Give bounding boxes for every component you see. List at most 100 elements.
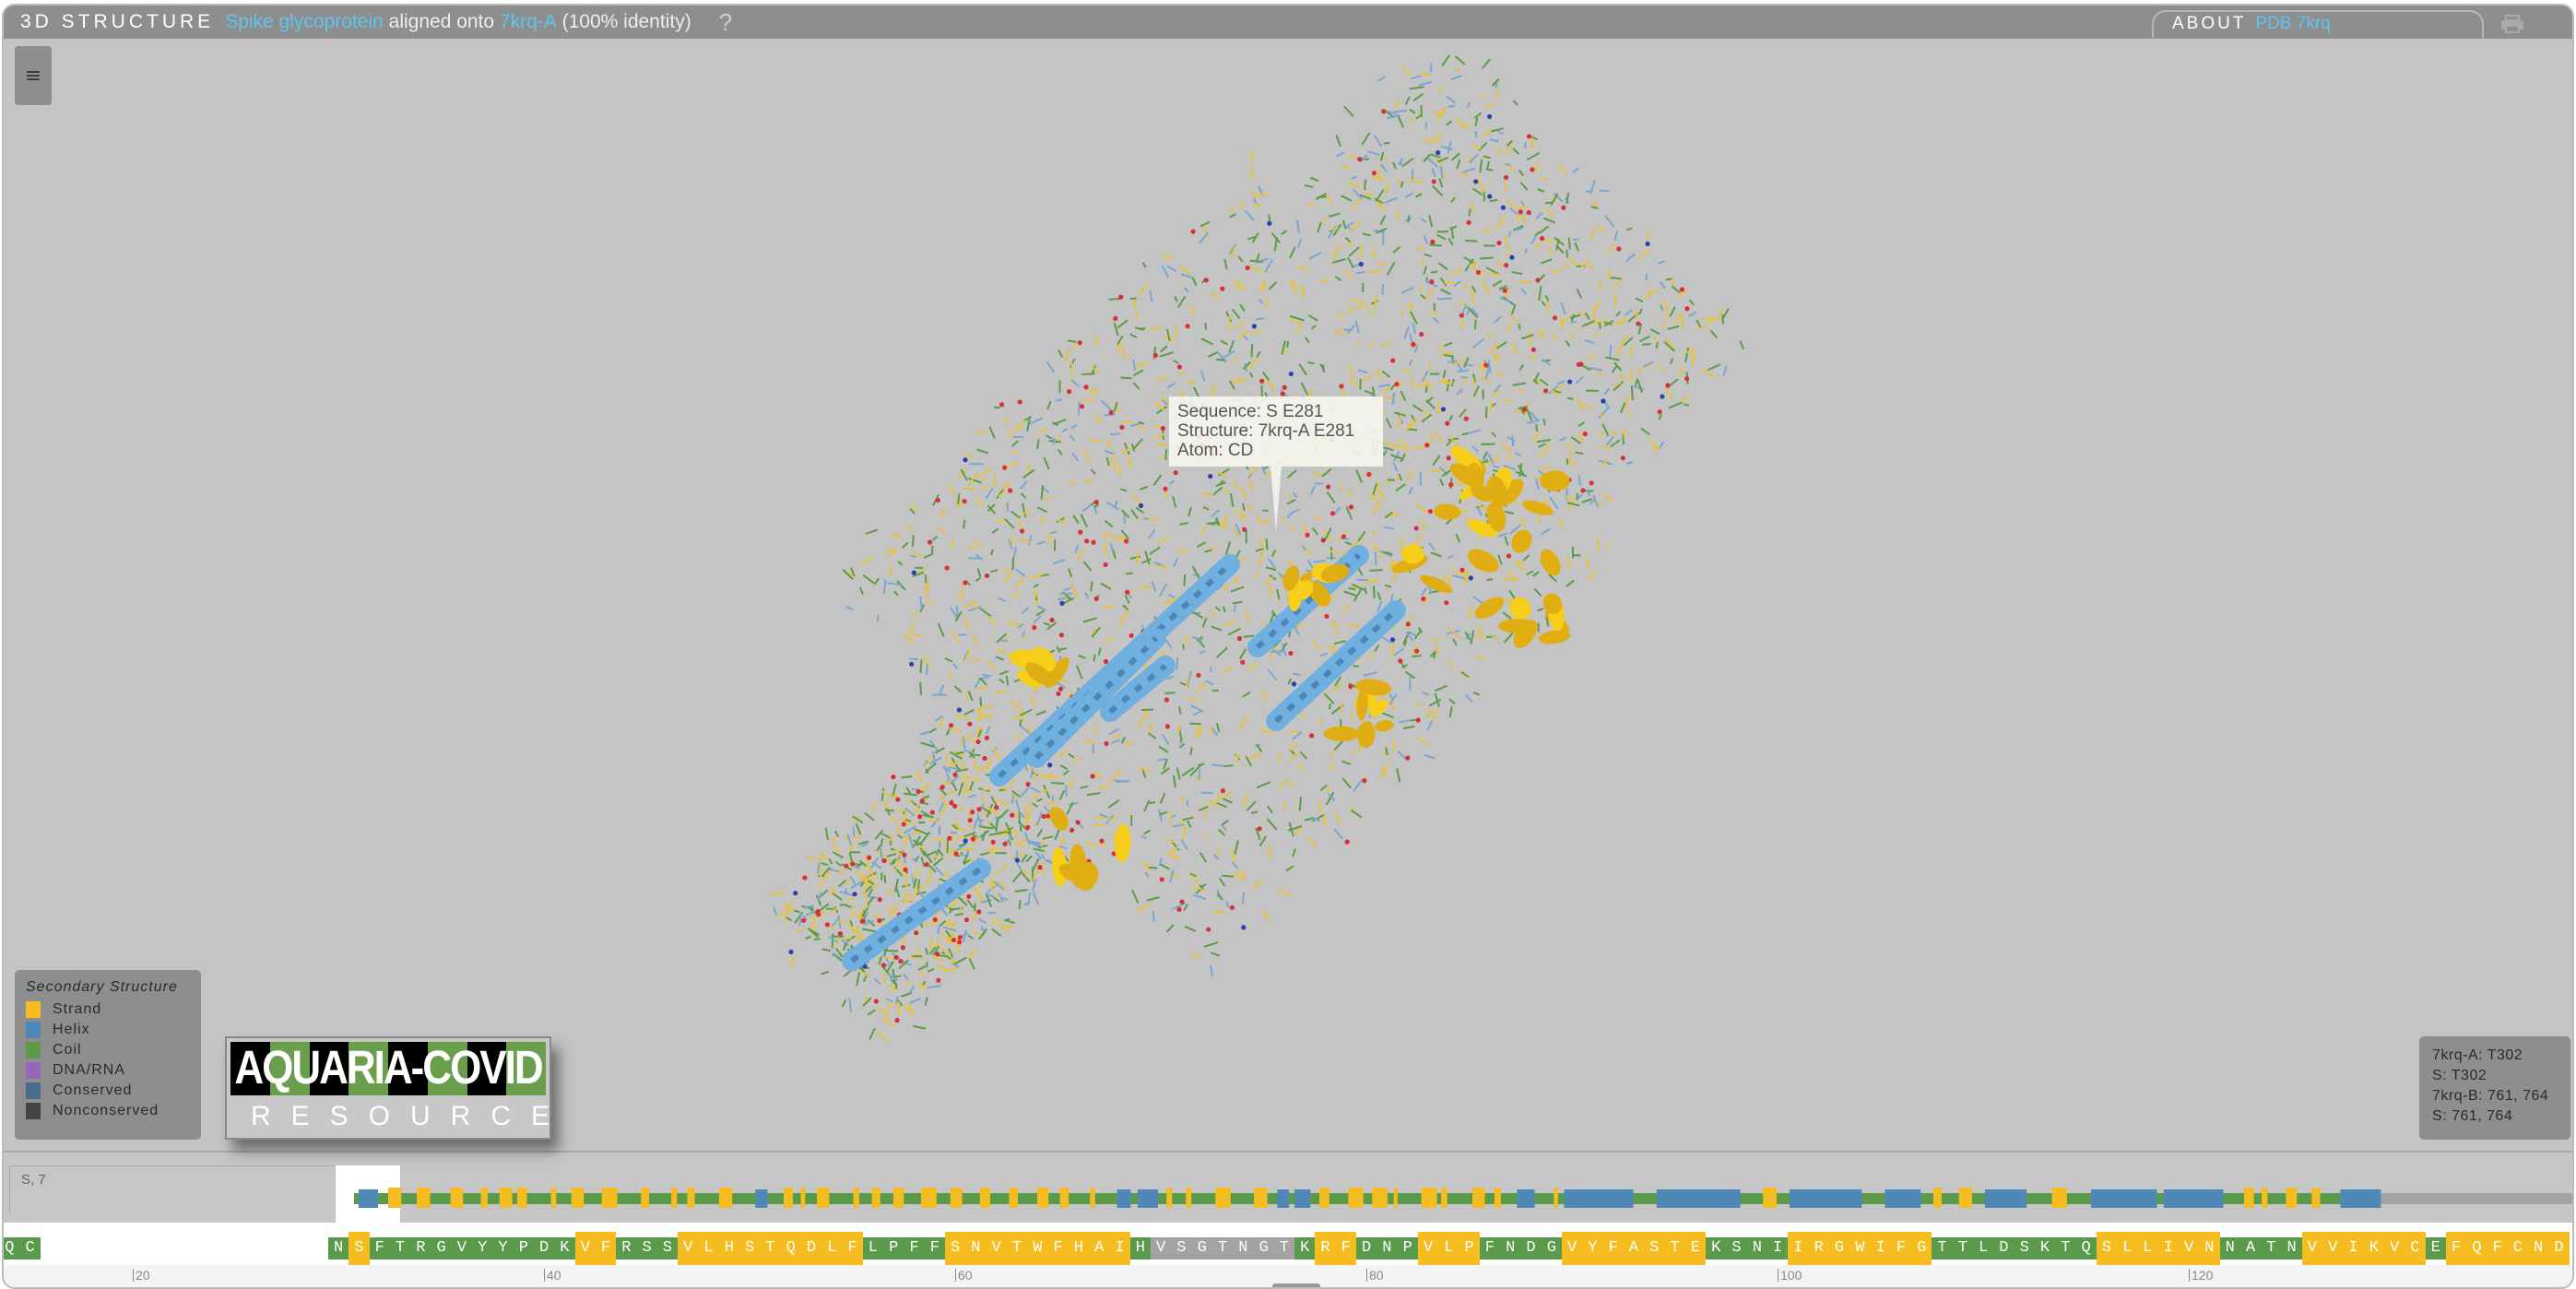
sequence-segment-coil[interactable]: K — [1294, 1237, 1316, 1259]
bond — [1017, 420, 1026, 431]
bond — [1018, 899, 1022, 910]
sequence-segment-coil[interactable]: LPFF — [862, 1237, 945, 1259]
bond — [1187, 670, 1192, 685]
sequence-segment-strand[interactable]: VLP — [1417, 1232, 1480, 1265]
track-tab[interactable]: S, 7 — [9, 1165, 400, 1213]
bond — [1567, 257, 1579, 266]
sequence-segment-coil[interactable]: H — [1129, 1237, 1151, 1259]
atom — [1059, 600, 1065, 606]
bond — [1244, 209, 1255, 221]
bond — [1233, 358, 1237, 364]
bond — [1290, 508, 1301, 514]
print-icon[interactable] — [2500, 15, 2524, 33]
menu-button[interactable]: ≡ — [15, 46, 52, 105]
bond — [1241, 892, 1245, 905]
sequence-segment-coil[interactable]: E — [2425, 1237, 2446, 1259]
structure-link[interactable]: 7krq-A — [499, 11, 557, 32]
sequence-segment-strand[interactable]: VF — [574, 1232, 617, 1265]
help-icon[interactable]: ? — [718, 7, 733, 36]
bond — [1016, 734, 1020, 740]
horizontal-scrollbar[interactable] — [1272, 1283, 1320, 1287]
sequence-segment-coil[interactable]: TTLDSKTQ — [1932, 1237, 2097, 1259]
bond — [1423, 153, 1431, 163]
bond — [1678, 366, 1684, 377]
sequence-segment-strand[interactable]: VLHSTQDLF — [678, 1232, 863, 1265]
sequence-segment-strand[interactable]: RF — [1315, 1232, 1356, 1265]
bond — [1329, 550, 1340, 553]
bond — [1017, 843, 1026, 848]
bond — [1411, 75, 1422, 80]
bond — [869, 857, 880, 869]
sequence-row[interactable]: QC NSFTRGVYYPDKVFRSSVLHSTQDLFLPFFSNVTWFHA… — [4, 1232, 2572, 1265]
atom — [1002, 841, 1008, 846]
bond — [1344, 236, 1353, 244]
secondary-structure-track[interactable] — [4, 1186, 2572, 1210]
bond — [1521, 212, 1526, 224]
bond — [1015, 575, 1024, 588]
bond — [1036, 427, 1048, 433]
bond — [1508, 589, 1517, 601]
bond — [1184, 287, 1189, 293]
bond — [1176, 549, 1188, 553]
bond — [990, 569, 998, 574]
bond — [1239, 199, 1245, 210]
sequence-segment-strand[interactable]: VYFASTE — [1562, 1232, 1707, 1265]
atom — [1067, 389, 1072, 395]
atom — [1459, 567, 1465, 573]
sequence-segment-coil[interactable]: KSNI — [1706, 1237, 1789, 1259]
bond — [998, 678, 1005, 684]
atom — [881, 857, 887, 864]
bond — [1397, 414, 1403, 430]
sequence-segment-coil[interactable]: FTRGVYYPDK — [369, 1237, 575, 1259]
bond — [1240, 870, 1247, 881]
bond — [890, 858, 896, 866]
sequence-segment-strand[interactable]: VVIKVC — [2301, 1232, 2426, 1265]
sequence-segment-strand[interactable]: FQFCND — [2445, 1232, 2570, 1265]
strand-arrow — [1486, 501, 1507, 533]
sequence-segment-coil[interactable]: NATN — [2219, 1237, 2302, 1259]
sequence-segment-strand[interactable]: SNVTWFHAI — [945, 1232, 1130, 1265]
bond — [1633, 384, 1645, 391]
bond — [977, 931, 986, 940]
sequence-segment-strand[interactable]: S — [349, 1232, 370, 1265]
protein-link[interactable]: Spike glycoprotein — [225, 11, 384, 32]
bond — [1267, 668, 1278, 681]
bond — [910, 554, 916, 559]
bond — [1489, 138, 1499, 143]
sequence-segment-coil[interactable]: QC — [4, 1237, 41, 1259]
sequence-segment-strand[interactable]: SLLIVN — [2096, 1232, 2220, 1265]
bond — [868, 880, 875, 886]
sequence-segment-gray[interactable]: VSGTNGT — [1151, 1237, 1295, 1259]
sequence-segment-coil[interactable]: DNP — [1356, 1237, 1418, 1259]
bond — [1131, 889, 1140, 904]
bond — [1518, 323, 1521, 330]
strand-arrow — [1467, 549, 1499, 573]
bond — [1135, 551, 1140, 565]
molecule-3d-viewer[interactable] — [4, 39, 2572, 1150]
bond — [1080, 785, 1089, 789]
bond — [1409, 676, 1412, 691]
aquaria-covid-logo[interactable]: AQUARIA-COVID RESOURCE — [225, 1036, 551, 1140]
strand-arrow — [1538, 630, 1571, 644]
bond — [1118, 466, 1121, 477]
bond — [1261, 621, 1268, 627]
bond — [1229, 213, 1236, 219]
sequence-segment-coil[interactable]: RSS — [616, 1237, 679, 1259]
bond — [1510, 342, 1518, 356]
sequence-segment-strand[interactable]: IRGWIFG — [1788, 1232, 1932, 1265]
bond — [985, 893, 993, 908]
sequence-viewer[interactable]: QC NSFTRGVYYPDKVFRSSVLHSTQDLFLPFFSNVTWFHA… — [4, 1223, 2572, 1287]
atom — [1487, 194, 1493, 199]
bond — [947, 899, 959, 909]
sequence-segment-coil[interactable]: FNDG — [1479, 1237, 1562, 1259]
strand-arrow — [1323, 726, 1360, 742]
atom — [1390, 358, 1396, 363]
bond — [988, 847, 1002, 851]
bond — [976, 812, 983, 827]
sequence-segment-coil[interactable]: N — [328, 1237, 349, 1259]
bond — [867, 919, 876, 927]
atom — [1078, 529, 1083, 535]
bond — [1592, 332, 1599, 338]
bond — [862, 875, 876, 884]
about-pdb-tab[interactable]: ABOUT PDB 7krq — [2152, 10, 2484, 38]
